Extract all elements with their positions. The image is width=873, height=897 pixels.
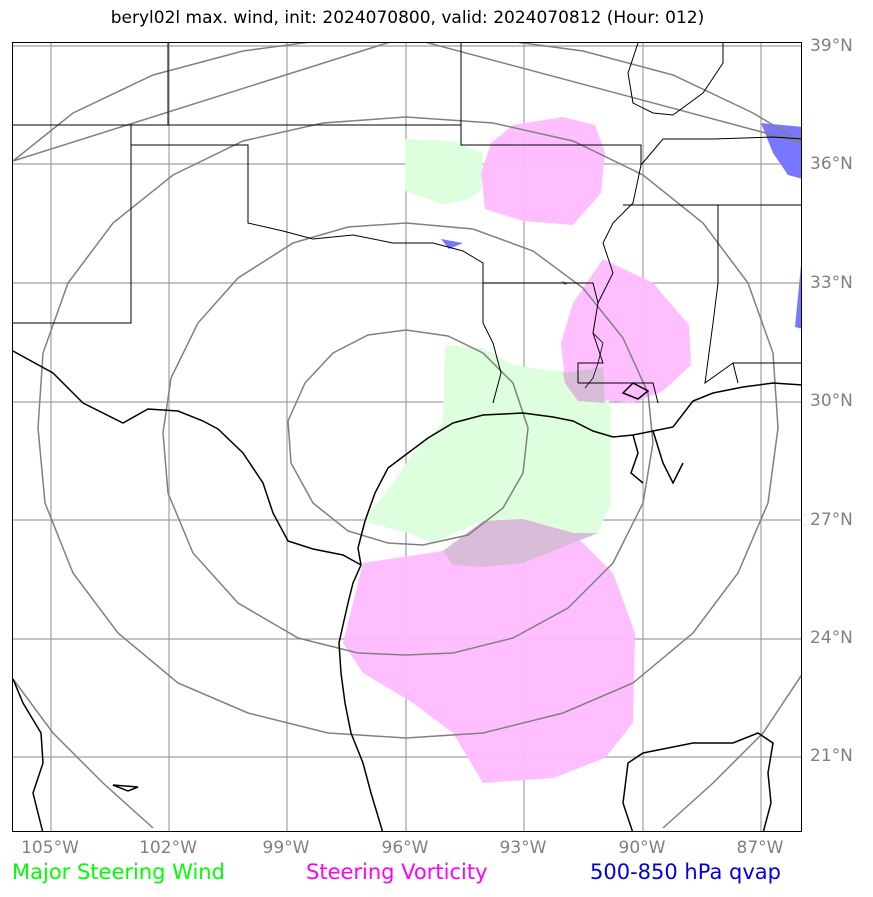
lon-label-99: 99°W <box>263 838 310 858</box>
map-svg <box>13 43 802 832</box>
lon-label-93: 93°W <box>500 838 547 858</box>
lat-label-30: 30°N <box>810 391 853 411</box>
lat-label-33: 33°N <box>810 273 853 293</box>
legend-steering-vorticity: Steering Vorticity <box>306 859 488 885</box>
lon-label-87: 87°W <box>737 838 784 858</box>
legend-steering-wind: Major Steering Wind <box>12 859 225 885</box>
legend-qvap: 500-850 hPa qvap <box>590 859 781 885</box>
lat-label-24: 24°N <box>810 628 853 648</box>
map-title: beryl02l max. wind, init: 2024070800, va… <box>0 8 815 28</box>
lon-label-105: 105°W <box>21 838 79 858</box>
lon-label-96: 96°W <box>382 838 429 858</box>
lat-label-27: 27°N <box>810 510 853 530</box>
lat-label-21: 21°N <box>810 746 853 766</box>
lon-label-90: 90°W <box>619 838 666 858</box>
lon-label-102: 102°W <box>139 838 197 858</box>
lat-label-36: 36°N <box>810 154 853 174</box>
map-canvas[interactable] <box>12 42 802 832</box>
lat-label-39: 39°N <box>810 36 853 56</box>
